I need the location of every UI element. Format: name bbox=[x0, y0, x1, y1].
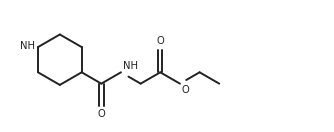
Text: NH: NH bbox=[20, 41, 35, 51]
Text: O: O bbox=[181, 85, 189, 95]
Text: O: O bbox=[98, 110, 105, 119]
Text: O: O bbox=[156, 36, 164, 46]
Text: NH: NH bbox=[123, 61, 138, 71]
